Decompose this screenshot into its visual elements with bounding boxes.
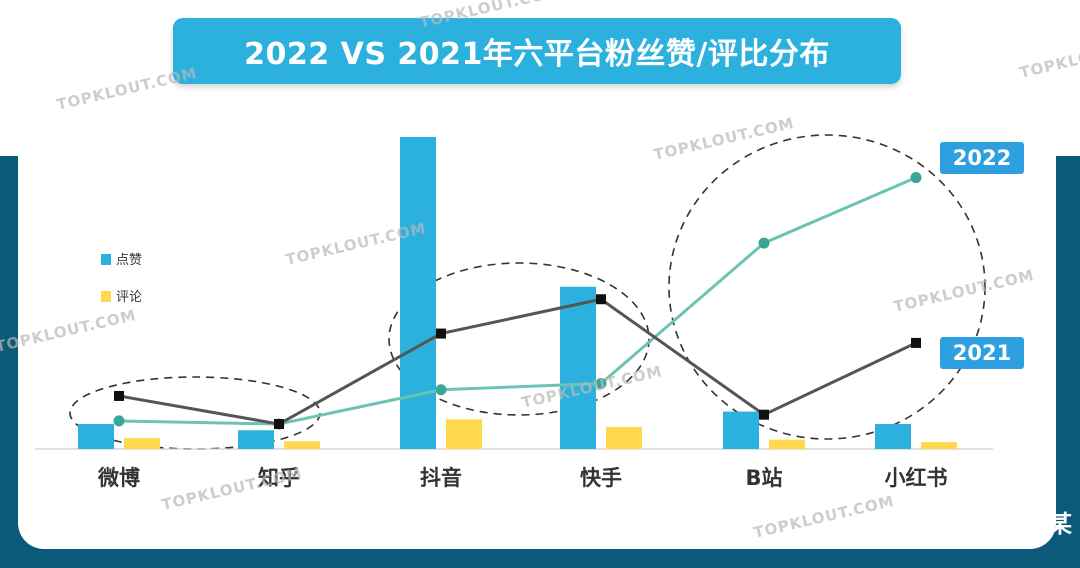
edge-text: 某 — [1048, 510, 1072, 538]
point-2021-小红书 — [911, 337, 921, 348]
x-tick-label: B站 — [745, 466, 782, 490]
legend-label: 点赞 — [116, 253, 142, 268]
point-2021-快手 — [596, 294, 606, 305]
bar-likes-B站 — [723, 411, 759, 449]
point-2021-知乎 — [274, 419, 284, 430]
bar-likes-知乎 — [238, 430, 274, 449]
legend-swatch-评论 — [101, 291, 111, 302]
highlight-ellipse — [69, 376, 321, 450]
x-tick-label: 抖音 — [420, 466, 462, 490]
x-tick-label: 快手 — [580, 466, 622, 490]
bar-likes-抖音 — [400, 137, 436, 449]
x-tick-label: 知乎 — [258, 466, 300, 490]
series-badge-label: 2022 — [953, 146, 1011, 170]
point-2022-微博 — [113, 415, 125, 427]
bar-comments-B站 — [769, 439, 805, 449]
chart-title: 2022 VS 2021年六平台粉丝赞/评比分布 — [244, 37, 830, 72]
bar-likes-快手 — [560, 286, 596, 449]
line-series-2021 — [118, 297, 917, 426]
point-2022-B站 — [758, 237, 770, 249]
point-2021-抖音 — [436, 328, 446, 339]
bar-likes-微博 — [78, 424, 114, 449]
point-2022-抖音 — [435, 384, 447, 396]
highlight-ellipse — [668, 134, 986, 440]
bar-comments-快手 — [606, 427, 642, 449]
bar-likes-小红书 — [875, 424, 911, 449]
bar-comments-微博 — [124, 438, 160, 449]
line-series-2022 — [118, 176, 917, 426]
bar-comments-知乎 — [284, 441, 320, 449]
title-banner: 2022 VS 2021年六平台粉丝赞/评比分布 — [173, 18, 901, 84]
point-2022-快手 — [595, 377, 607, 389]
bar-comments-小红书 — [921, 442, 957, 449]
legend-swatch-点赞 — [101, 254, 111, 265]
point-2021-B站 — [759, 409, 769, 420]
series-badge-2021 — [940, 337, 1024, 369]
legend-label: 评论 — [116, 290, 142, 305]
point-2021-微博 — [114, 390, 124, 401]
series-badge-2022 — [940, 142, 1024, 174]
x-tick-label: 微博 — [97, 466, 140, 490]
series-badge-label: 2021 — [953, 341, 1011, 365]
highlight-ellipse — [388, 262, 650, 416]
point-2022-小红书 — [910, 172, 922, 184]
chart-card — [18, 93, 1056, 549]
bar-comments-抖音 — [446, 419, 482, 449]
x-tick-label: 小红书 — [885, 466, 948, 490]
